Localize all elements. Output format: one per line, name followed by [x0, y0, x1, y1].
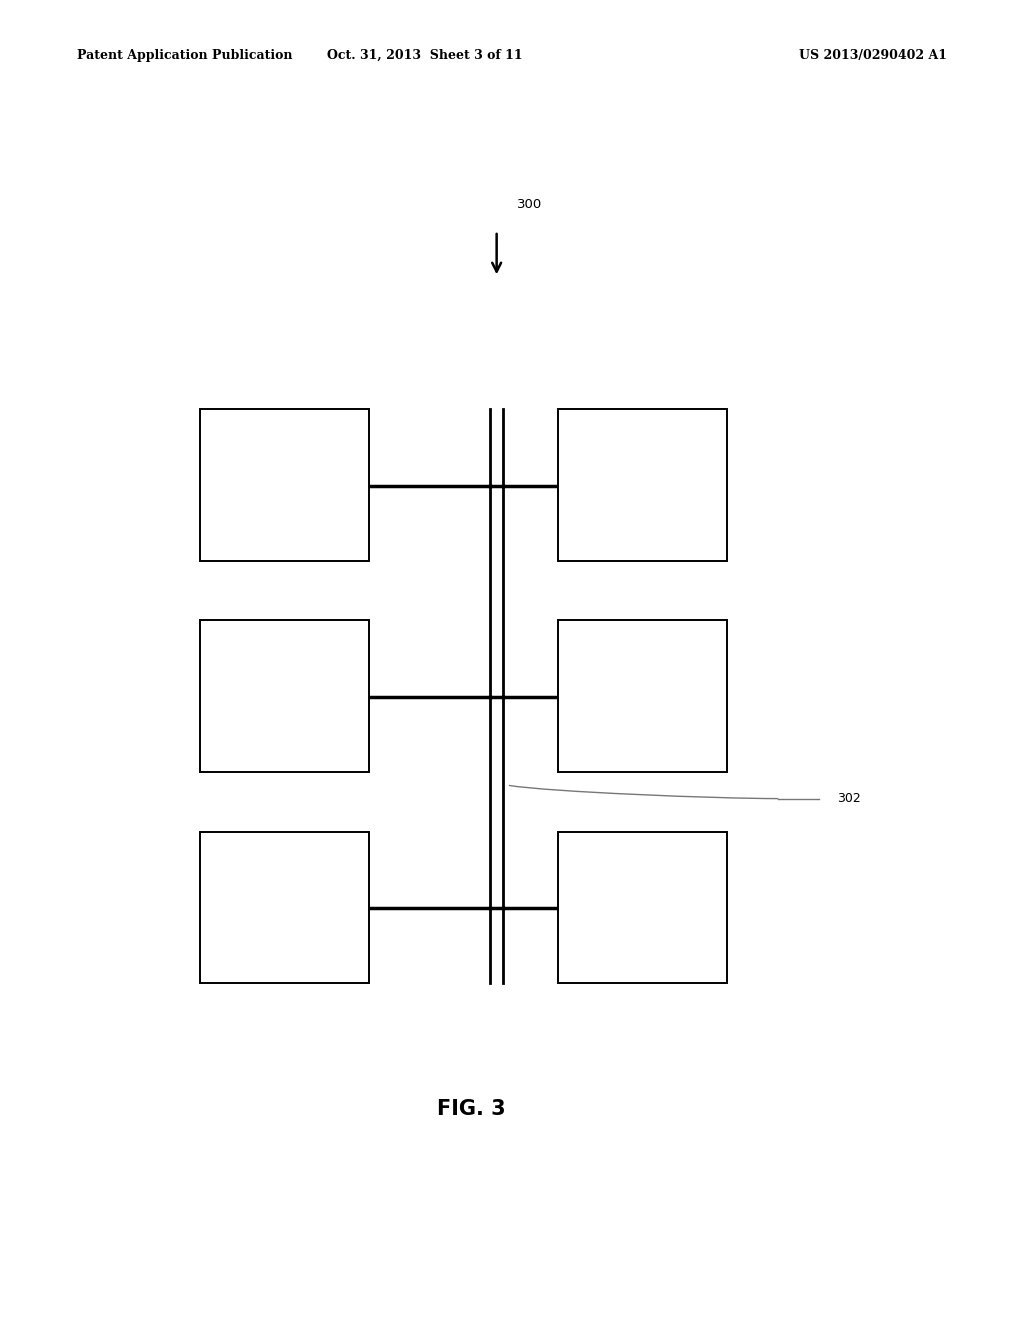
Bar — [558, 620, 727, 772]
Text: 300: 300 — [517, 198, 543, 211]
Bar — [558, 409, 727, 561]
Bar — [558, 832, 727, 983]
Text: Oct. 31, 2013  Sheet 3 of 11: Oct. 31, 2013 Sheet 3 of 11 — [327, 49, 523, 62]
Text: MEMORY: MEMORY — [616, 458, 669, 470]
Text: 314: 314 — [632, 939, 653, 950]
Text: PROCESSOR: PROCESSOR — [248, 458, 321, 470]
Text: INPUT
COMPONENT: INPUT COMPONENT — [604, 653, 681, 681]
Text: 312: 312 — [273, 939, 295, 950]
Text: US 2013/0290402 A1: US 2013/0290402 A1 — [799, 49, 947, 62]
Text: 304: 304 — [273, 506, 295, 517]
Bar — [200, 409, 369, 561]
Text: OUTPUT
COMPONENT: OUTPUT COMPONENT — [246, 865, 323, 892]
Text: STORAGE UNIT: STORAGE UNIT — [241, 669, 328, 681]
Bar — [200, 832, 369, 983]
Text: Patent Application Publication: Patent Application Publication — [77, 49, 292, 62]
Bar — [200, 620, 369, 772]
Text: 310: 310 — [632, 727, 653, 739]
Text: 308: 308 — [273, 717, 295, 729]
Text: 306: 306 — [632, 506, 653, 517]
Text: FIG. 3: FIG. 3 — [436, 1098, 506, 1119]
Text: COMMUNICATION
INTERFACE: COMMUNICATION INTERFACE — [592, 865, 693, 892]
Text: 302: 302 — [837, 792, 860, 805]
